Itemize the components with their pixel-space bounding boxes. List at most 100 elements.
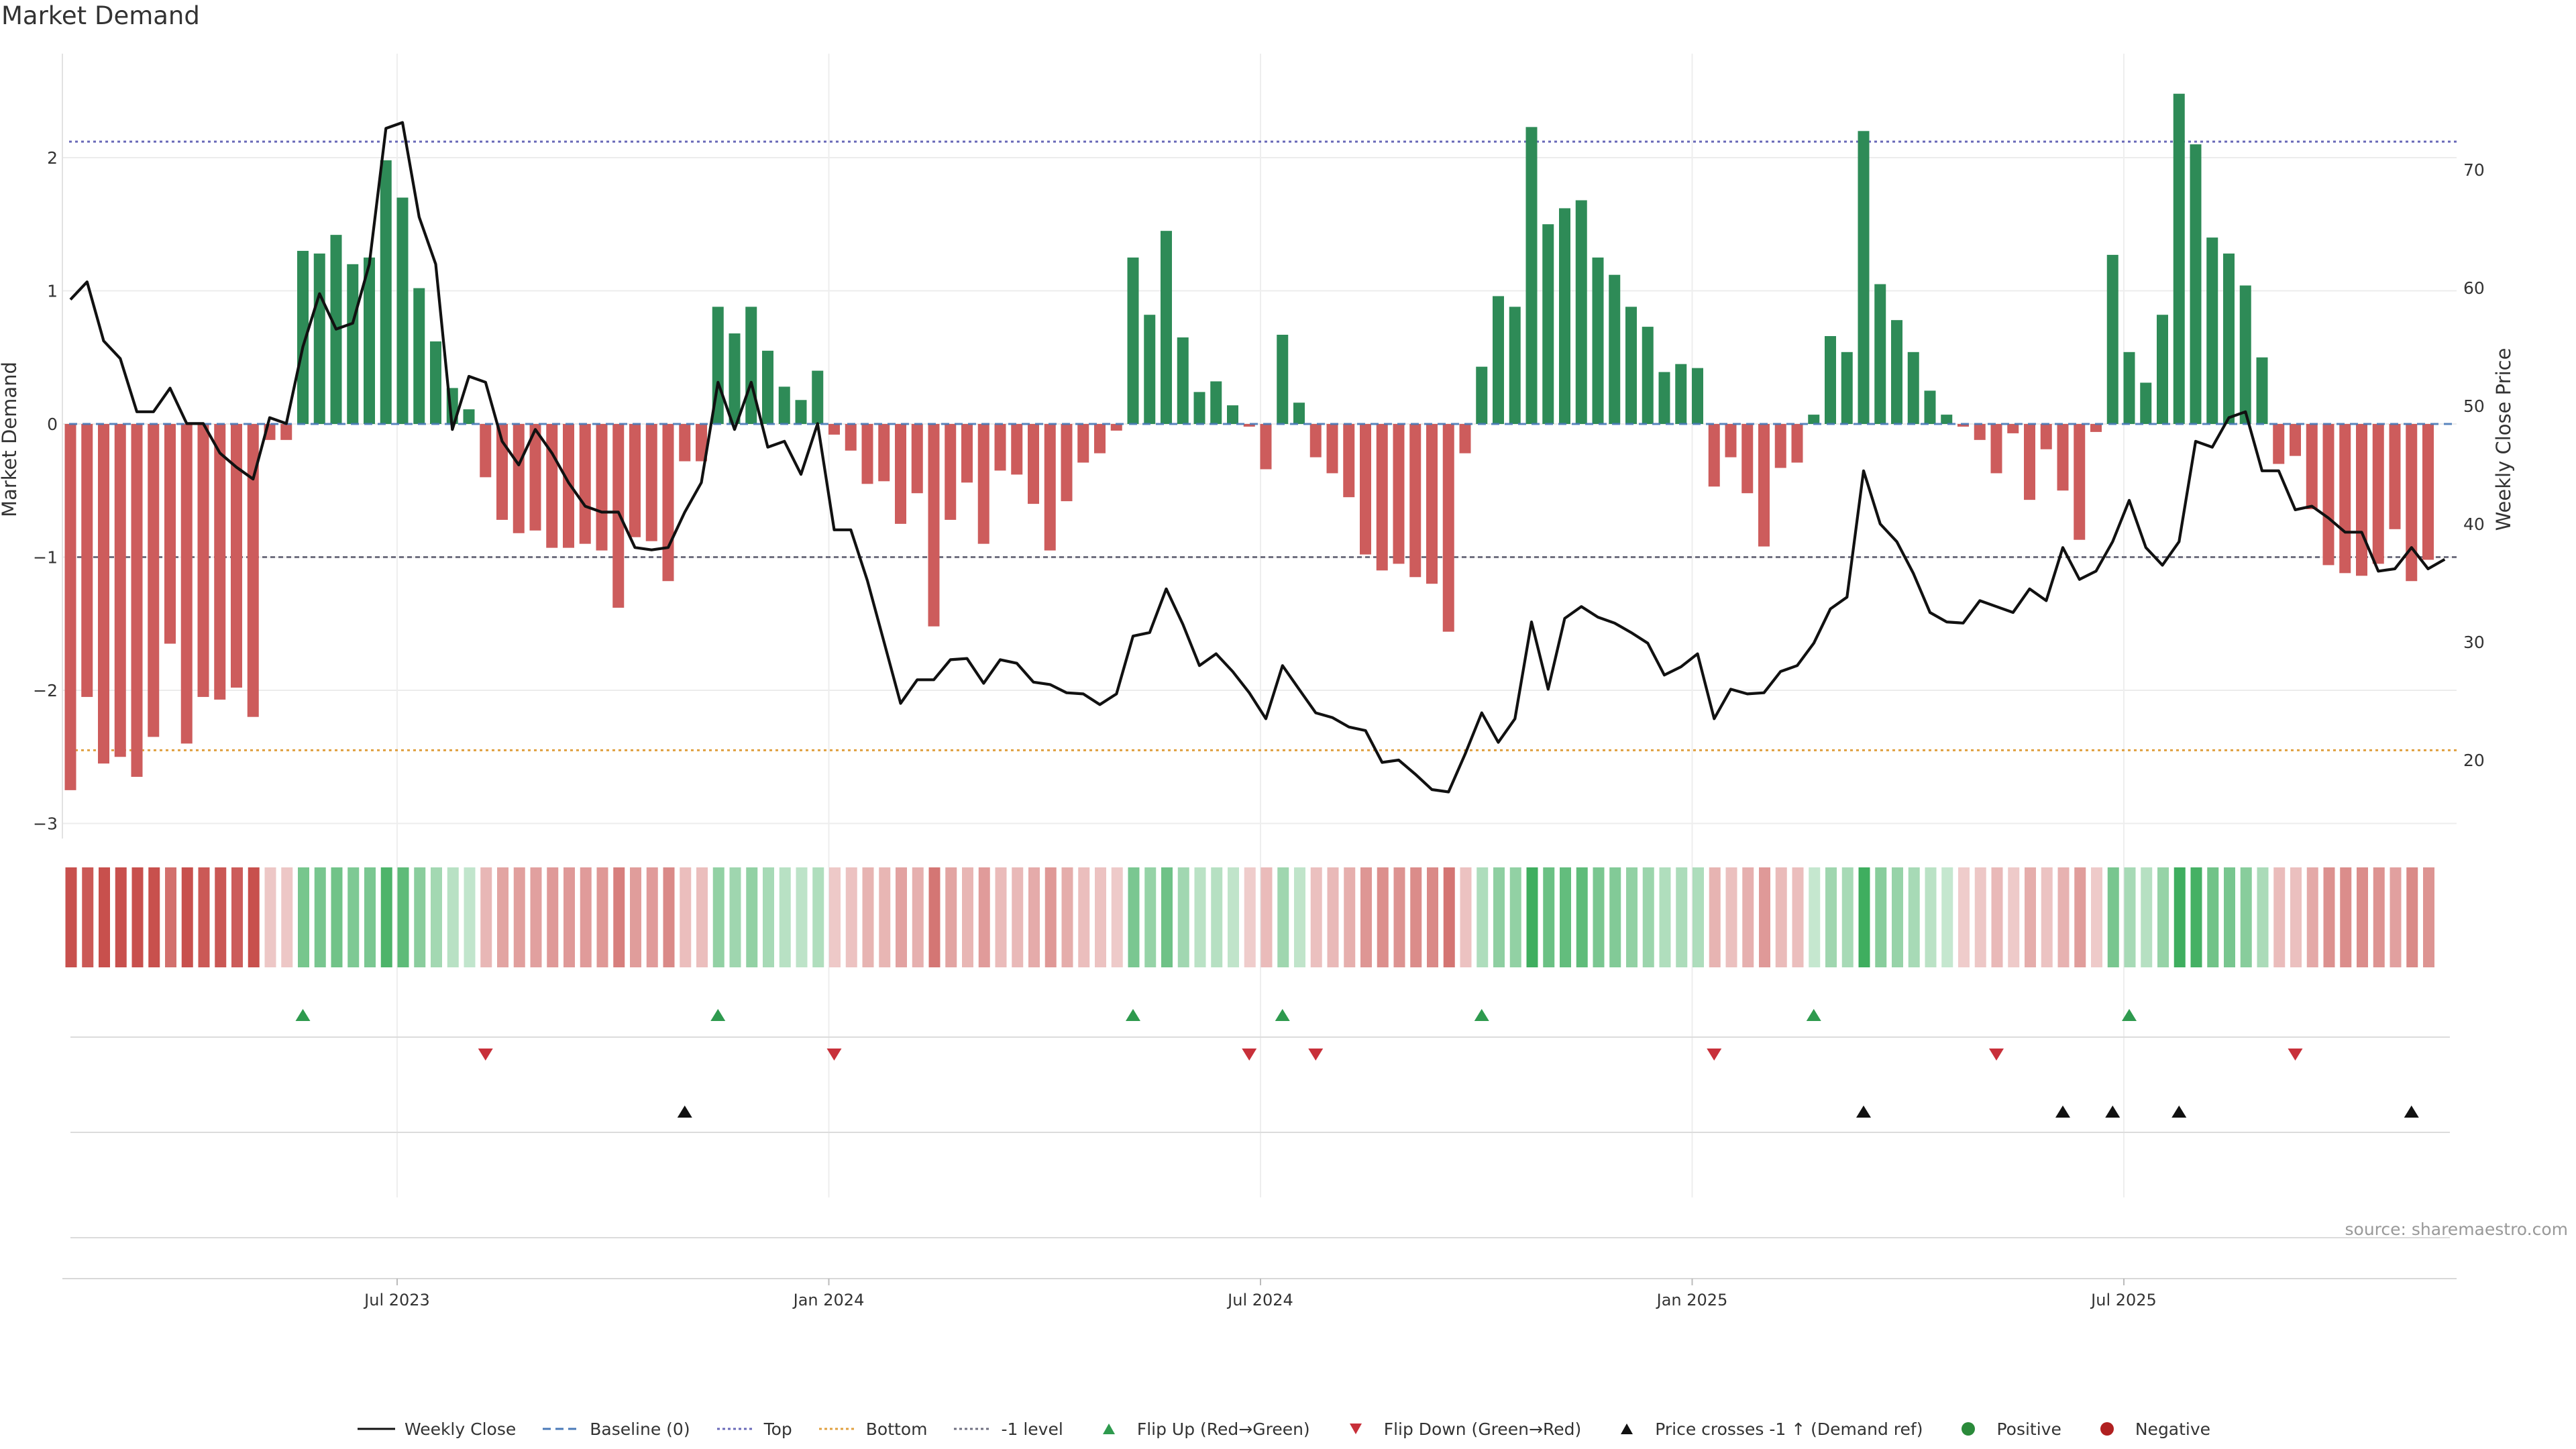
legend-item: -1 level [953,1419,1063,1439]
heat-strip-cell [596,867,608,967]
heat-strip-cell [796,867,808,967]
demand-bar [64,424,76,790]
demand-bar [1409,424,1421,578]
demand-bar [1442,424,1454,632]
legend-item: Weekly Close [356,1419,516,1439]
y2-tick-label: 40 [2463,515,2485,534]
price-cross-marker [2404,1106,2419,1118]
heat-strip-cell [2357,867,2368,967]
heat-strip-cell [281,867,293,967]
heat-strip-cell [1875,867,1887,967]
heat-strip-cell [2091,867,2102,967]
demand-bar [131,424,143,777]
heat-strip-cell [115,867,127,967]
demand-bar [2173,93,2185,424]
heat-strip-cell [1044,867,1057,967]
demand-bar [2157,315,2168,424]
chart-title: Market Demand [1,1,200,30]
heat-strip-cell [1509,867,1521,967]
heat-strip-cell [2306,867,2318,967]
demand-bar [247,424,259,717]
demand-bar [396,197,409,424]
heat-strip-cell [779,867,791,967]
legend-label: Flip Down (Green→Red) [1383,1419,1582,1439]
demand-bar [2206,237,2218,424]
demand-bar [762,350,773,424]
demand-bar [1061,424,1073,502]
heat-strip-cell [879,867,891,967]
heat-strip-cell [978,867,990,967]
heat-strip-cell [2340,867,2352,967]
demand-bar [1957,424,1969,427]
legend-symbol-icon [2100,1422,2114,1436]
x-tick-label: Jul 2023 [363,1291,430,1309]
heat-strip-cell [1709,867,1721,967]
demand-bar [430,341,441,424]
demand-bar [413,288,425,424]
demand-bar [2273,424,2285,464]
flip-down-marker [1707,1049,1722,1061]
demand-bar [1990,424,2002,474]
y2-tick-label: 20 [2463,751,2485,770]
demand-bar [1625,307,1637,424]
legend-item: Flip Up (Red→Green) [1089,1419,1310,1439]
demand-bar [1808,415,1820,424]
flip-down-marker [2288,1049,2303,1061]
demand-bar [463,409,475,424]
heat-strip-cell [663,867,675,967]
demand-bar [1243,424,1255,427]
flip-up-marker [1275,1009,1290,1021]
demand-bar [861,424,873,484]
legend-symbol-icon [1621,1424,1633,1434]
heat-strip-cell [1659,867,1671,967]
y2-tick-label: 30 [2463,633,2485,652]
chart-legend: Weekly Close Baseline (0) Top Bottom -1 leve… [0,1414,2576,1444]
legend-symbol-icon [1962,1422,1976,1436]
heat-strip-cell [2074,867,2086,967]
heat-strip-cell [2390,867,2402,967]
heat-strip-cell [480,867,492,967]
demand-bar [928,424,940,627]
demand-bar [895,424,906,524]
demand-bar [1326,424,1338,474]
heat-strip-cell [729,867,741,967]
demand-bar [1376,424,1388,571]
heat-strip-cell [1095,867,1106,967]
demand-bar [1459,424,1471,453]
demand-bar [1825,335,1836,424]
demand-bar [1774,424,1786,468]
demand-bar [114,424,126,757]
heat-strip-cell [547,867,559,967]
demand-bar [1260,424,1272,470]
legend-item: Price crosses -1 ↑ (Demand ref) [1607,1419,1923,1439]
heat-strip-cell [298,867,309,967]
heat-strip-cell [380,867,392,967]
heat-strip-cell [1775,867,1787,967]
heat-strip-cell [314,867,326,967]
demand-bar [579,424,591,544]
heat-strip-cell [2224,867,2235,967]
flip-down-marker [826,1049,842,1061]
heat-strip-cell [2057,867,2070,967]
heat-strip-cell [99,867,110,967]
y-tick-label: −1 [33,548,58,568]
demand-bar [1177,337,1189,424]
heat-strip-cell [2190,867,2202,967]
demand-bar [828,424,840,435]
demand-bar [1044,424,1056,551]
heat-strip-cell [1294,867,1305,967]
demand-bar [1559,208,1570,424]
legend-label: Flip Up (Red→Green) [1136,1419,1310,1439]
flip-down-marker [1989,1049,2004,1061]
demand-bar [2389,424,2401,529]
heat-strip-cell [513,867,525,967]
heat-strip-cell [2406,867,2418,967]
demand-bar [1675,364,1687,424]
x-tick-label: Jan 2024 [792,1291,865,1309]
heat-strip-cell [1676,867,1688,967]
demand-bar [2123,352,2135,424]
legend-label: Weekly Close [404,1419,517,1439]
heat-strip-cell [680,867,692,967]
demand-bar [1210,381,1222,424]
